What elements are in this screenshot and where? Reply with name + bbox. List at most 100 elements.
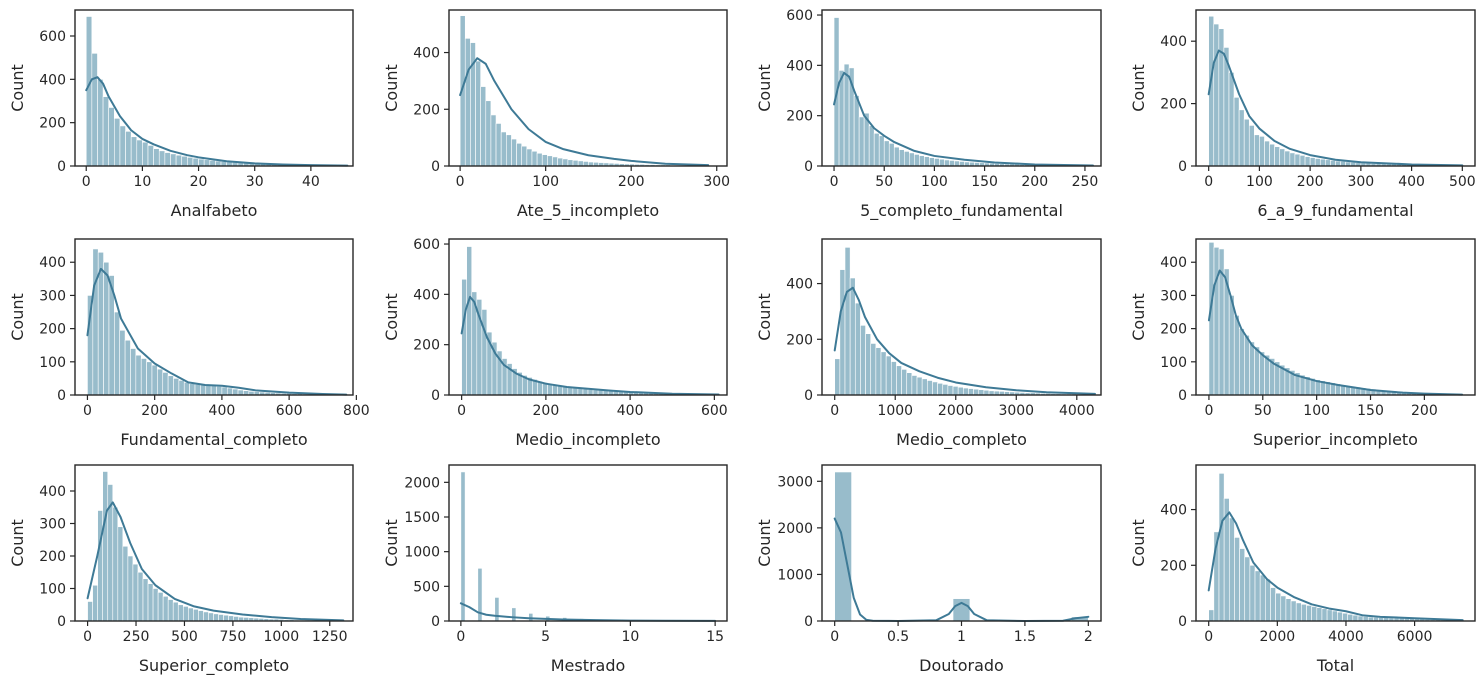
chart-12-bar bbox=[1270, 587, 1276, 622]
chart-3-bar bbox=[909, 152, 915, 167]
chart-4-bar bbox=[1254, 134, 1260, 167]
chart-5-x-axis-label: Fundamental_completo bbox=[120, 430, 307, 450]
chart-8-y-tick-label: 200 bbox=[1160, 322, 1187, 338]
chart-11-x-tick-label: 0.5 bbox=[887, 629, 909, 645]
chart-1-bar bbox=[108, 107, 115, 167]
chart-5-axes-frame bbox=[74, 238, 354, 396]
chart-1-x-tick-label: 0 bbox=[82, 174, 91, 190]
chart-1-bar bbox=[181, 155, 188, 167]
chart-5-bar bbox=[119, 329, 126, 396]
chart-2-kde-line bbox=[459, 57, 710, 167]
chart-9-y-tick-label: 300 bbox=[39, 517, 66, 533]
chart-12-bar bbox=[1342, 612, 1348, 622]
chart-3-bar bbox=[888, 143, 895, 167]
chart-2-bar bbox=[506, 134, 512, 167]
chart-9-bar bbox=[213, 613, 219, 622]
chart-4-bar bbox=[1264, 140, 1270, 167]
chart-9-bar bbox=[92, 584, 98, 622]
chart-2-x-tick-label: 100 bbox=[532, 174, 559, 190]
chart-6-bar bbox=[582, 388, 589, 396]
chart-4-bar bbox=[1279, 148, 1286, 167]
chart-9-bar bbox=[182, 606, 189, 622]
chart-9-bar bbox=[203, 611, 209, 622]
chart-12-bar bbox=[1218, 473, 1225, 622]
chart-10-bar bbox=[511, 607, 517, 622]
chart-3-x-tick-label: 250 bbox=[1072, 174, 1099, 190]
chart-2-x-tick-label: 0 bbox=[456, 174, 465, 190]
chart-12-x-tick-label: 2000 bbox=[1260, 629, 1296, 645]
chart-5-bar bbox=[167, 375, 174, 396]
chart-12-bar bbox=[1280, 595, 1287, 622]
chart-3-bar bbox=[924, 156, 930, 167]
chart-6-bar bbox=[592, 389, 599, 396]
chart-6-bar bbox=[481, 309, 488, 396]
chart-10-x-tick-label: 15 bbox=[706, 629, 724, 645]
chart-1-bar bbox=[187, 157, 194, 167]
chart-9-x-tick-label: 250 bbox=[123, 629, 150, 645]
chart-9-x-tick-label: 750 bbox=[220, 629, 247, 645]
chart-5-bar bbox=[178, 380, 185, 396]
chart-2-bar bbox=[536, 152, 543, 167]
chart-12-bar bbox=[1306, 605, 1312, 622]
chart-3-bar bbox=[898, 149, 905, 167]
chart-4-x-tick-label: 0 bbox=[1204, 174, 1213, 190]
chart-1-bar bbox=[119, 125, 126, 167]
chart-5-bar bbox=[162, 372, 169, 396]
chart-5-y-tick-label: 0 bbox=[57, 388, 66, 404]
chart-8-bar bbox=[1233, 315, 1240, 396]
chart-9-bar bbox=[172, 601, 179, 622]
chart-6-x-tick-label: 200 bbox=[533, 403, 560, 419]
chart-9-x-tick-label: 1250 bbox=[312, 629, 348, 645]
chart-5-bar bbox=[135, 354, 142, 396]
chart-2-bar bbox=[495, 123, 502, 167]
chart-9-bar bbox=[112, 506, 119, 622]
chart-7-bar bbox=[973, 388, 980, 396]
chart-11-y-axis-label: Count bbox=[755, 519, 774, 567]
chart-10-x-axis-label: Mestrado bbox=[551, 656, 626, 675]
chart-6-bar bbox=[572, 387, 579, 396]
chart-3-bar bbox=[883, 140, 890, 167]
chart-4-kde-line bbox=[1207, 49, 1464, 167]
chart-7-bar bbox=[952, 386, 959, 396]
chart-1-bar bbox=[192, 157, 199, 167]
chart-11: 0 0.5 1 1.5 2 0 1000 2000 3000 Doutorado Count bbox=[755, 464, 1102, 675]
chart-10-bar bbox=[528, 613, 534, 622]
chart-1-bar bbox=[203, 159, 211, 167]
chart-4-x-tick-label: 500 bbox=[1449, 174, 1476, 190]
chart-3-bar bbox=[858, 116, 865, 167]
chart-3-bar bbox=[944, 159, 950, 167]
chart-2-bar bbox=[531, 150, 538, 167]
chart-1-y-tick-label: 200 bbox=[39, 116, 66, 132]
chart-8-y-tick-label: 100 bbox=[1160, 355, 1187, 371]
chart-12-bar bbox=[1259, 574, 1266, 622]
chart-9-bar bbox=[87, 601, 93, 622]
chart-7-bar bbox=[849, 277, 856, 396]
chart-6-x-tick-label: 400 bbox=[617, 403, 644, 419]
chart-7-y-axis-label: Count bbox=[755, 293, 774, 341]
chart-9-bar bbox=[218, 614, 224, 622]
chart-1-x-tick-label: 10 bbox=[133, 174, 151, 190]
chart-11-x-tick-label: 1 bbox=[957, 629, 966, 645]
chart-1-bar bbox=[170, 153, 177, 167]
chart-1-bar bbox=[198, 158, 205, 167]
chart-12-x-axis-label: Total bbox=[1316, 656, 1354, 675]
chart-9-bar bbox=[102, 471, 109, 622]
chart-6-x-axis-label: Medio_incompleto bbox=[515, 430, 660, 450]
chart-3-bar bbox=[873, 132, 880, 167]
chart-2-y-axis-label: Count bbox=[382, 64, 401, 112]
chart-5: 0 200 400 600 800 0 100 200 300 400 Fundamental_co… bbox=[8, 238, 370, 450]
chart-5-bar bbox=[173, 378, 180, 396]
chart-2-bar bbox=[511, 138, 517, 167]
chart-4-axes-frame bbox=[1195, 9, 1476, 167]
chart-2-bar bbox=[562, 158, 569, 167]
chart-7-bar bbox=[947, 385, 954, 396]
chart-9-x-tick-label: 0 bbox=[83, 629, 92, 645]
chart-7: 0 1000 2000 3000 4000 0 200 400 Medio_completo Co… bbox=[755, 238, 1102, 450]
chart-2-x-tick-label: 200 bbox=[618, 174, 645, 190]
chart-5-bar bbox=[189, 383, 196, 396]
chart-7-bar bbox=[937, 382, 944, 396]
chart-2-bar bbox=[516, 143, 523, 167]
chart-8-x-tick-label: 100 bbox=[1303, 403, 1330, 419]
chart-7-bar bbox=[932, 381, 938, 396]
chart-1-x-tick-label: 30 bbox=[246, 174, 264, 190]
